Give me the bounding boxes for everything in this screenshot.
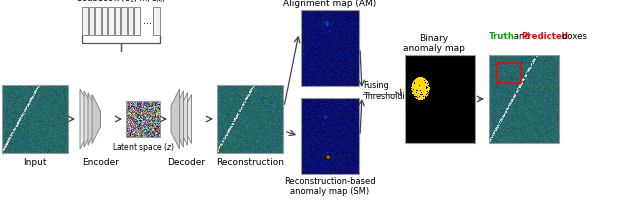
Text: Decoder: Decoder xyxy=(167,158,205,167)
Bar xyxy=(115,7,120,35)
Polygon shape xyxy=(175,91,184,147)
Text: Reconstruction: Reconstruction xyxy=(216,158,284,167)
Polygon shape xyxy=(179,93,188,145)
Bar xyxy=(95,7,100,35)
Text: Input: Input xyxy=(23,158,47,167)
Bar xyxy=(82,7,88,35)
Bar xyxy=(301,98,359,174)
Text: Encoder: Encoder xyxy=(83,158,120,167)
Text: Binary
anomaly map: Binary anomaly map xyxy=(403,34,465,53)
Polygon shape xyxy=(84,91,93,147)
Text: and: and xyxy=(511,32,532,41)
Text: Fusing
Thresholding: Fusing Thresholding xyxy=(363,81,415,101)
Text: boxes: boxes xyxy=(559,32,587,41)
Bar xyxy=(134,7,140,35)
Bar xyxy=(152,7,160,35)
Bar xyxy=(121,7,127,35)
Text: Truth: Truth xyxy=(489,32,515,41)
Bar xyxy=(127,7,133,35)
Bar xyxy=(497,63,521,83)
Text: Predicted: Predicted xyxy=(521,32,568,41)
Text: Latent space $(z)$: Latent space $(z)$ xyxy=(111,141,175,154)
Bar xyxy=(88,7,94,35)
Text: Codebook $(e_1,\ldots,e_M)$: Codebook $(e_1,\ldots,e_M)$ xyxy=(76,0,166,5)
Polygon shape xyxy=(88,93,97,145)
Bar xyxy=(301,10,359,86)
Polygon shape xyxy=(171,89,179,149)
Polygon shape xyxy=(92,94,100,144)
Bar xyxy=(489,55,559,143)
Text: ...: ... xyxy=(143,16,152,26)
Bar xyxy=(102,7,107,35)
Polygon shape xyxy=(80,89,88,149)
Text: Reconstruction-based
anomaly map (SM): Reconstruction-based anomaly map (SM) xyxy=(284,177,376,196)
Polygon shape xyxy=(183,94,191,144)
Text: Alignment map (AM): Alignment map (AM) xyxy=(284,0,376,8)
Bar xyxy=(2,85,68,153)
Bar xyxy=(126,101,160,137)
Bar xyxy=(405,55,475,143)
Bar xyxy=(217,85,283,153)
Bar xyxy=(108,7,113,35)
